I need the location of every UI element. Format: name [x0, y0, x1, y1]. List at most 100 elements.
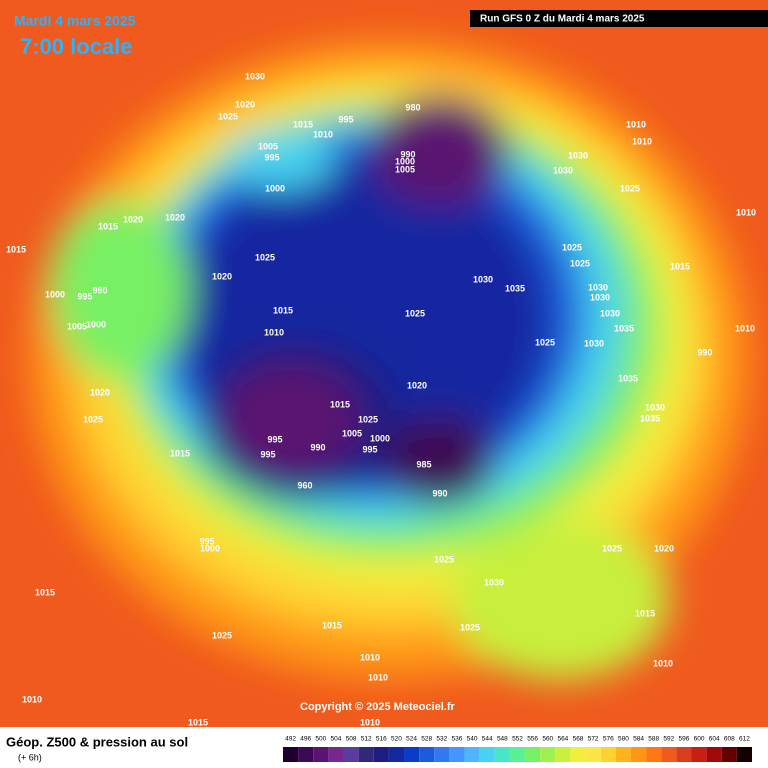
scale-label: 568: [573, 736, 584, 743]
isobar-label: 1025: [212, 630, 232, 640]
isobar-label: 995: [199, 536, 214, 546]
scale-label: 580: [618, 736, 629, 743]
scale-label: 572: [588, 736, 599, 743]
isobar-label: 1030: [590, 292, 610, 302]
scale-label: 540: [467, 736, 478, 743]
run-box: [470, 10, 768, 27]
isobar-label: 1000: [265, 183, 285, 193]
scale-swatch: [525, 747, 541, 762]
scale-swatch: [630, 747, 647, 762]
scale-label: 560: [542, 736, 553, 743]
isobar-label: 1010: [264, 327, 284, 337]
isobar-label: 1030: [553, 165, 573, 175]
isobar-label: 1010: [736, 207, 756, 217]
scale-label: 548: [497, 736, 508, 743]
isobar-label: 1000: [45, 289, 65, 299]
scale-swatch: [464, 747, 480, 762]
isobar-label: 1010: [626, 119, 646, 129]
scale-label: 512: [361, 736, 372, 743]
isobar-label: 1035: [505, 283, 525, 293]
scale-swatch: [298, 747, 314, 762]
isobar-label: 995: [362, 444, 377, 454]
isobar-label: 990: [92, 285, 107, 295]
isobar-label: 1015: [330, 399, 350, 409]
copyright: Copyright © 2025 Meteociel.fr: [300, 701, 456, 713]
scale-swatch: [479, 747, 495, 762]
scale-swatch: [283, 747, 299, 762]
isobar-label: 1025: [620, 183, 640, 193]
scale-swatch: [358, 747, 374, 762]
scale-swatch: [585, 747, 601, 762]
isobar-label: 1025: [602, 543, 622, 553]
isobar-label: 1030: [588, 282, 608, 292]
scale-swatch: [540, 747, 556, 762]
scale-swatch: [509, 747, 526, 762]
map-date: Mardi 4 mars 2025: [14, 13, 136, 29]
scale-label: 584: [633, 736, 644, 743]
scale-label: 564: [557, 736, 568, 743]
isobar-label: 1005: [258, 141, 278, 151]
isobar-label: 1010: [653, 658, 673, 668]
scale-swatch: [434, 747, 450, 762]
isobar-label: 1025: [535, 337, 555, 347]
isobar-label: 990: [400, 149, 415, 159]
scale-swatch: [419, 747, 435, 762]
isobar-label: 1025: [562, 242, 582, 252]
scale-swatch: [615, 747, 631, 762]
isobar-label: 1030: [584, 338, 604, 348]
isobar-label: 1030: [645, 402, 665, 412]
isobar-label: 1025: [255, 252, 275, 262]
isobar-label: 990: [697, 347, 712, 357]
scale-swatch: [570, 747, 586, 762]
isobar-label: 1035: [618, 373, 638, 383]
scale-swatch: [328, 747, 344, 762]
isobar-label: 1020: [235, 99, 255, 109]
isobar-label: 1020: [123, 214, 143, 224]
isobar-label: 960: [297, 480, 312, 490]
scale-label: 524: [406, 736, 417, 743]
scale-label: 544: [482, 736, 493, 743]
scale-swatch: [721, 747, 737, 762]
isobar-label: 1000: [200, 543, 220, 553]
isobar-label: 1020: [407, 380, 427, 390]
scale-swatch: [494, 747, 510, 762]
scale-swatch: [736, 747, 752, 762]
isobar-label: 1010: [22, 694, 42, 704]
isobar-label: 1030: [600, 308, 620, 318]
footer-title: Géop. Z500 & pression au sol: [6, 734, 188, 749]
isobar-label: 1000: [370, 433, 390, 443]
isobar-label: 1010: [632, 136, 652, 146]
scale-label: 520: [391, 736, 402, 743]
scale-swatch: [555, 747, 571, 762]
isobar-label: 1025: [434, 554, 454, 564]
isobar-label: 1005: [342, 428, 362, 438]
isobar-label: 1025: [218, 111, 238, 121]
isobar-label: 1030: [484, 577, 504, 587]
isobar-label: 990: [310, 442, 325, 452]
scale-label: 592: [663, 736, 674, 743]
isobar-label: 1015: [6, 244, 26, 254]
run-info: Run GFS 0 Z du Mardi 4 mars 2025: [480, 14, 645, 25]
isobar-label: 1015: [273, 305, 293, 315]
scale-swatch: [373, 747, 389, 762]
isobar-label: 995: [267, 434, 282, 444]
scale-label: 588: [648, 736, 659, 743]
scale-label: 504: [331, 736, 342, 743]
scale-label: 532: [436, 736, 447, 743]
isobar-label: 1015: [670, 261, 690, 271]
isobar-label: 1020: [212, 271, 232, 281]
scale-label: 528: [421, 736, 432, 743]
scale-label: 516: [376, 736, 387, 743]
footer-step: (+ 6h): [18, 752, 42, 762]
isobar-label: 980: [405, 102, 420, 112]
isobar-label: 1020: [90, 387, 110, 397]
map-time: 7:00 locale: [20, 34, 133, 59]
scale-swatch: [449, 747, 465, 762]
isobar-label: 1000: [395, 156, 415, 166]
scale-label: 596: [678, 736, 689, 743]
scale-label: 608: [724, 736, 735, 743]
isobar-label: 990: [432, 488, 447, 498]
isobar-label: 985: [416, 459, 431, 469]
scale-swatch: [388, 747, 405, 762]
scale-label: 500: [315, 736, 326, 743]
